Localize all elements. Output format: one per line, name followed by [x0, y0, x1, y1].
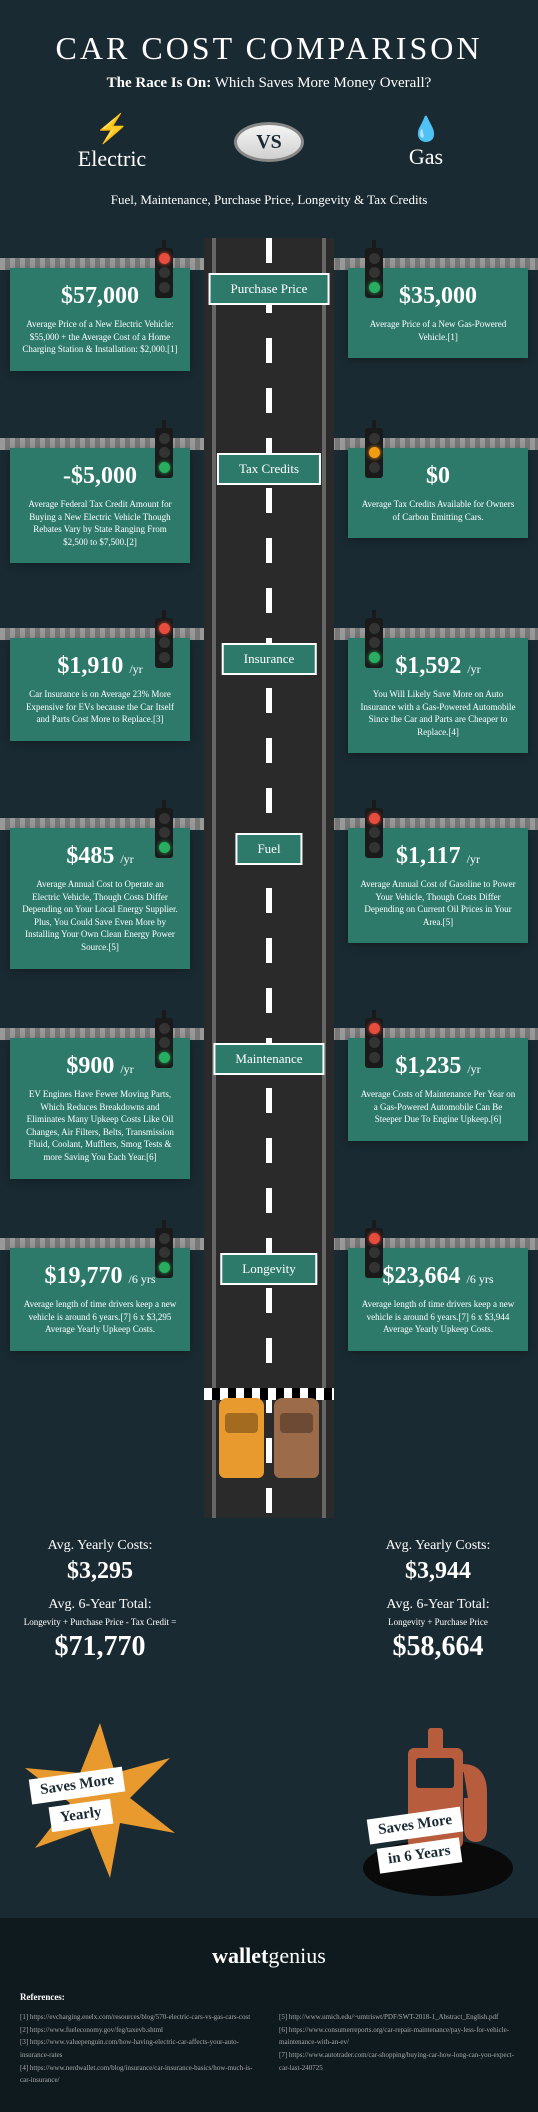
six-label-left: Avg. 6-Year Total:	[10, 1597, 190, 1613]
desc: EV Engines Have Fewer Moving Parts, Whic…	[22, 1088, 178, 1164]
ref-item: [6] https://www.consumerreports.org/car-…	[279, 2024, 518, 2049]
desc: Average length of time drivers keep a ne…	[360, 1298, 516, 1336]
traffic-light-left	[155, 248, 173, 298]
category-pill: Maintenance	[213, 1043, 324, 1075]
six-val-left: $71,770	[10, 1631, 190, 1663]
desc: Average Price of a New Electric Vehicle:…	[22, 318, 178, 356]
category-list: Fuel, Maintenance, Purchase Price, Longe…	[20, 192, 518, 228]
header: CAR COST COMPARISON The Race Is On: Whic…	[0, 0, 538, 238]
star-badge: Saves More Yearly	[20, 1718, 180, 1878]
price: $1,592 /yr	[360, 653, 516, 680]
traffic-light-left	[155, 808, 173, 858]
ref-item: [3] https://www.valuepenguin.com/how-hav…	[20, 2036, 259, 2061]
traffic-light-right	[365, 808, 383, 858]
yearly-val-left: $3,295	[10, 1558, 190, 1585]
traffic-light-right	[365, 1018, 383, 1068]
cars	[219, 1398, 319, 1478]
yearly-label-right: Avg. Yearly Costs:	[348, 1538, 528, 1554]
category-pill: Tax Credits	[217, 453, 321, 485]
totals: Avg. Yearly Costs: $3,295 Avg. 6-Year To…	[0, 1518, 538, 1718]
six-label-right: Avg. 6-Year Total:	[348, 1597, 528, 1613]
traffic-light-left	[155, 618, 173, 668]
category-pill: Insurance	[222, 643, 317, 675]
six-val-right: $58,664	[348, 1631, 528, 1663]
ref-item: [7] https://www.autotrader.com/car-shopp…	[279, 2049, 518, 2074]
ref-item: [2] https://www.fueleconomy.gov/feg/taxe…	[20, 2024, 259, 2037]
gas-label: Gas	[334, 144, 518, 170]
subtitle: The Race Is On: Which Saves More Money O…	[20, 75, 518, 92]
six-sub-right: Longevity + Purchase Price	[348, 1617, 528, 1627]
traffic-light-right	[365, 618, 383, 668]
ref-item: [4] https://www.nerdwallet.com/blog/insu…	[20, 2062, 259, 2087]
desc: Average Annual Cost to Operate an Electr…	[22, 878, 178, 954]
traffic-light-right	[365, 428, 383, 478]
pump-badge: Saves More in 6 Years	[358, 1718, 518, 1898]
desc: Average Costs of Maintenance Per Year on…	[360, 1088, 516, 1126]
road-section: $57,000Average Price of a New Electric V…	[0, 238, 538, 1518]
ref-item: [5] http://www.umich.edu/~umtriswt/PDF/S…	[279, 2011, 518, 2024]
price: $35,000	[360, 283, 516, 310]
traffic-light-left	[155, 1228, 173, 1278]
desc: Average length of time drivers keep a ne…	[22, 1298, 178, 1336]
drop-icon: 💧	[334, 115, 518, 144]
yearly-val-right: $3,944	[348, 1558, 528, 1585]
traffic-light-left	[155, 1018, 173, 1068]
traffic-light-right	[365, 1228, 383, 1278]
category-pill: Longevity	[220, 1253, 317, 1285]
desc: You Will Likely Save More on Auto Insura…	[360, 688, 516, 738]
badges: Saves More Yearly Saves More in 6 Years	[0, 1718, 538, 1918]
yearly-label-left: Avg. Yearly Costs:	[10, 1538, 190, 1554]
desc: Car Insurance is on Average 23% More Exp…	[22, 688, 178, 726]
price: $0	[360, 463, 516, 490]
car-orange	[219, 1398, 264, 1478]
category-pill: Purchase Price	[209, 273, 330, 305]
refs-title: References:	[20, 1989, 518, 2005]
footer: walletgenius References: [1] https://evc…	[0, 1918, 538, 2112]
main-title: CAR COST COMPARISON	[20, 30, 518, 67]
price: $1,117 /yr	[360, 843, 516, 870]
traffic-light-right	[365, 248, 383, 298]
desc: Average Annual Cost of Gasoline to Power…	[360, 878, 516, 928]
price: $23,664 /6 yrs	[360, 1263, 516, 1290]
desc: Average Tax Credits Available for Owners…	[360, 498, 516, 523]
electric-label: Electric	[20, 146, 204, 172]
traffic-light-left	[155, 428, 173, 478]
desc: Average Federal Tax Credit Amount for Bu…	[22, 498, 178, 548]
category-pill: Fuel	[235, 833, 302, 865]
six-sub-left: Longevity + Purchase Price - Tax Credit …	[10, 1617, 190, 1627]
desc: Average Price of a New Gas-Powered Vehic…	[360, 318, 516, 343]
bolt-icon: ⚡	[20, 112, 204, 146]
car-brown	[274, 1398, 319, 1478]
brand: walletgenius	[20, 1943, 518, 1969]
ref-item: [1] https://evcharging.enelx.com/resourc…	[20, 2011, 259, 2024]
price: $1,235 /yr	[360, 1053, 516, 1080]
vs-badge: VS	[234, 122, 304, 162]
